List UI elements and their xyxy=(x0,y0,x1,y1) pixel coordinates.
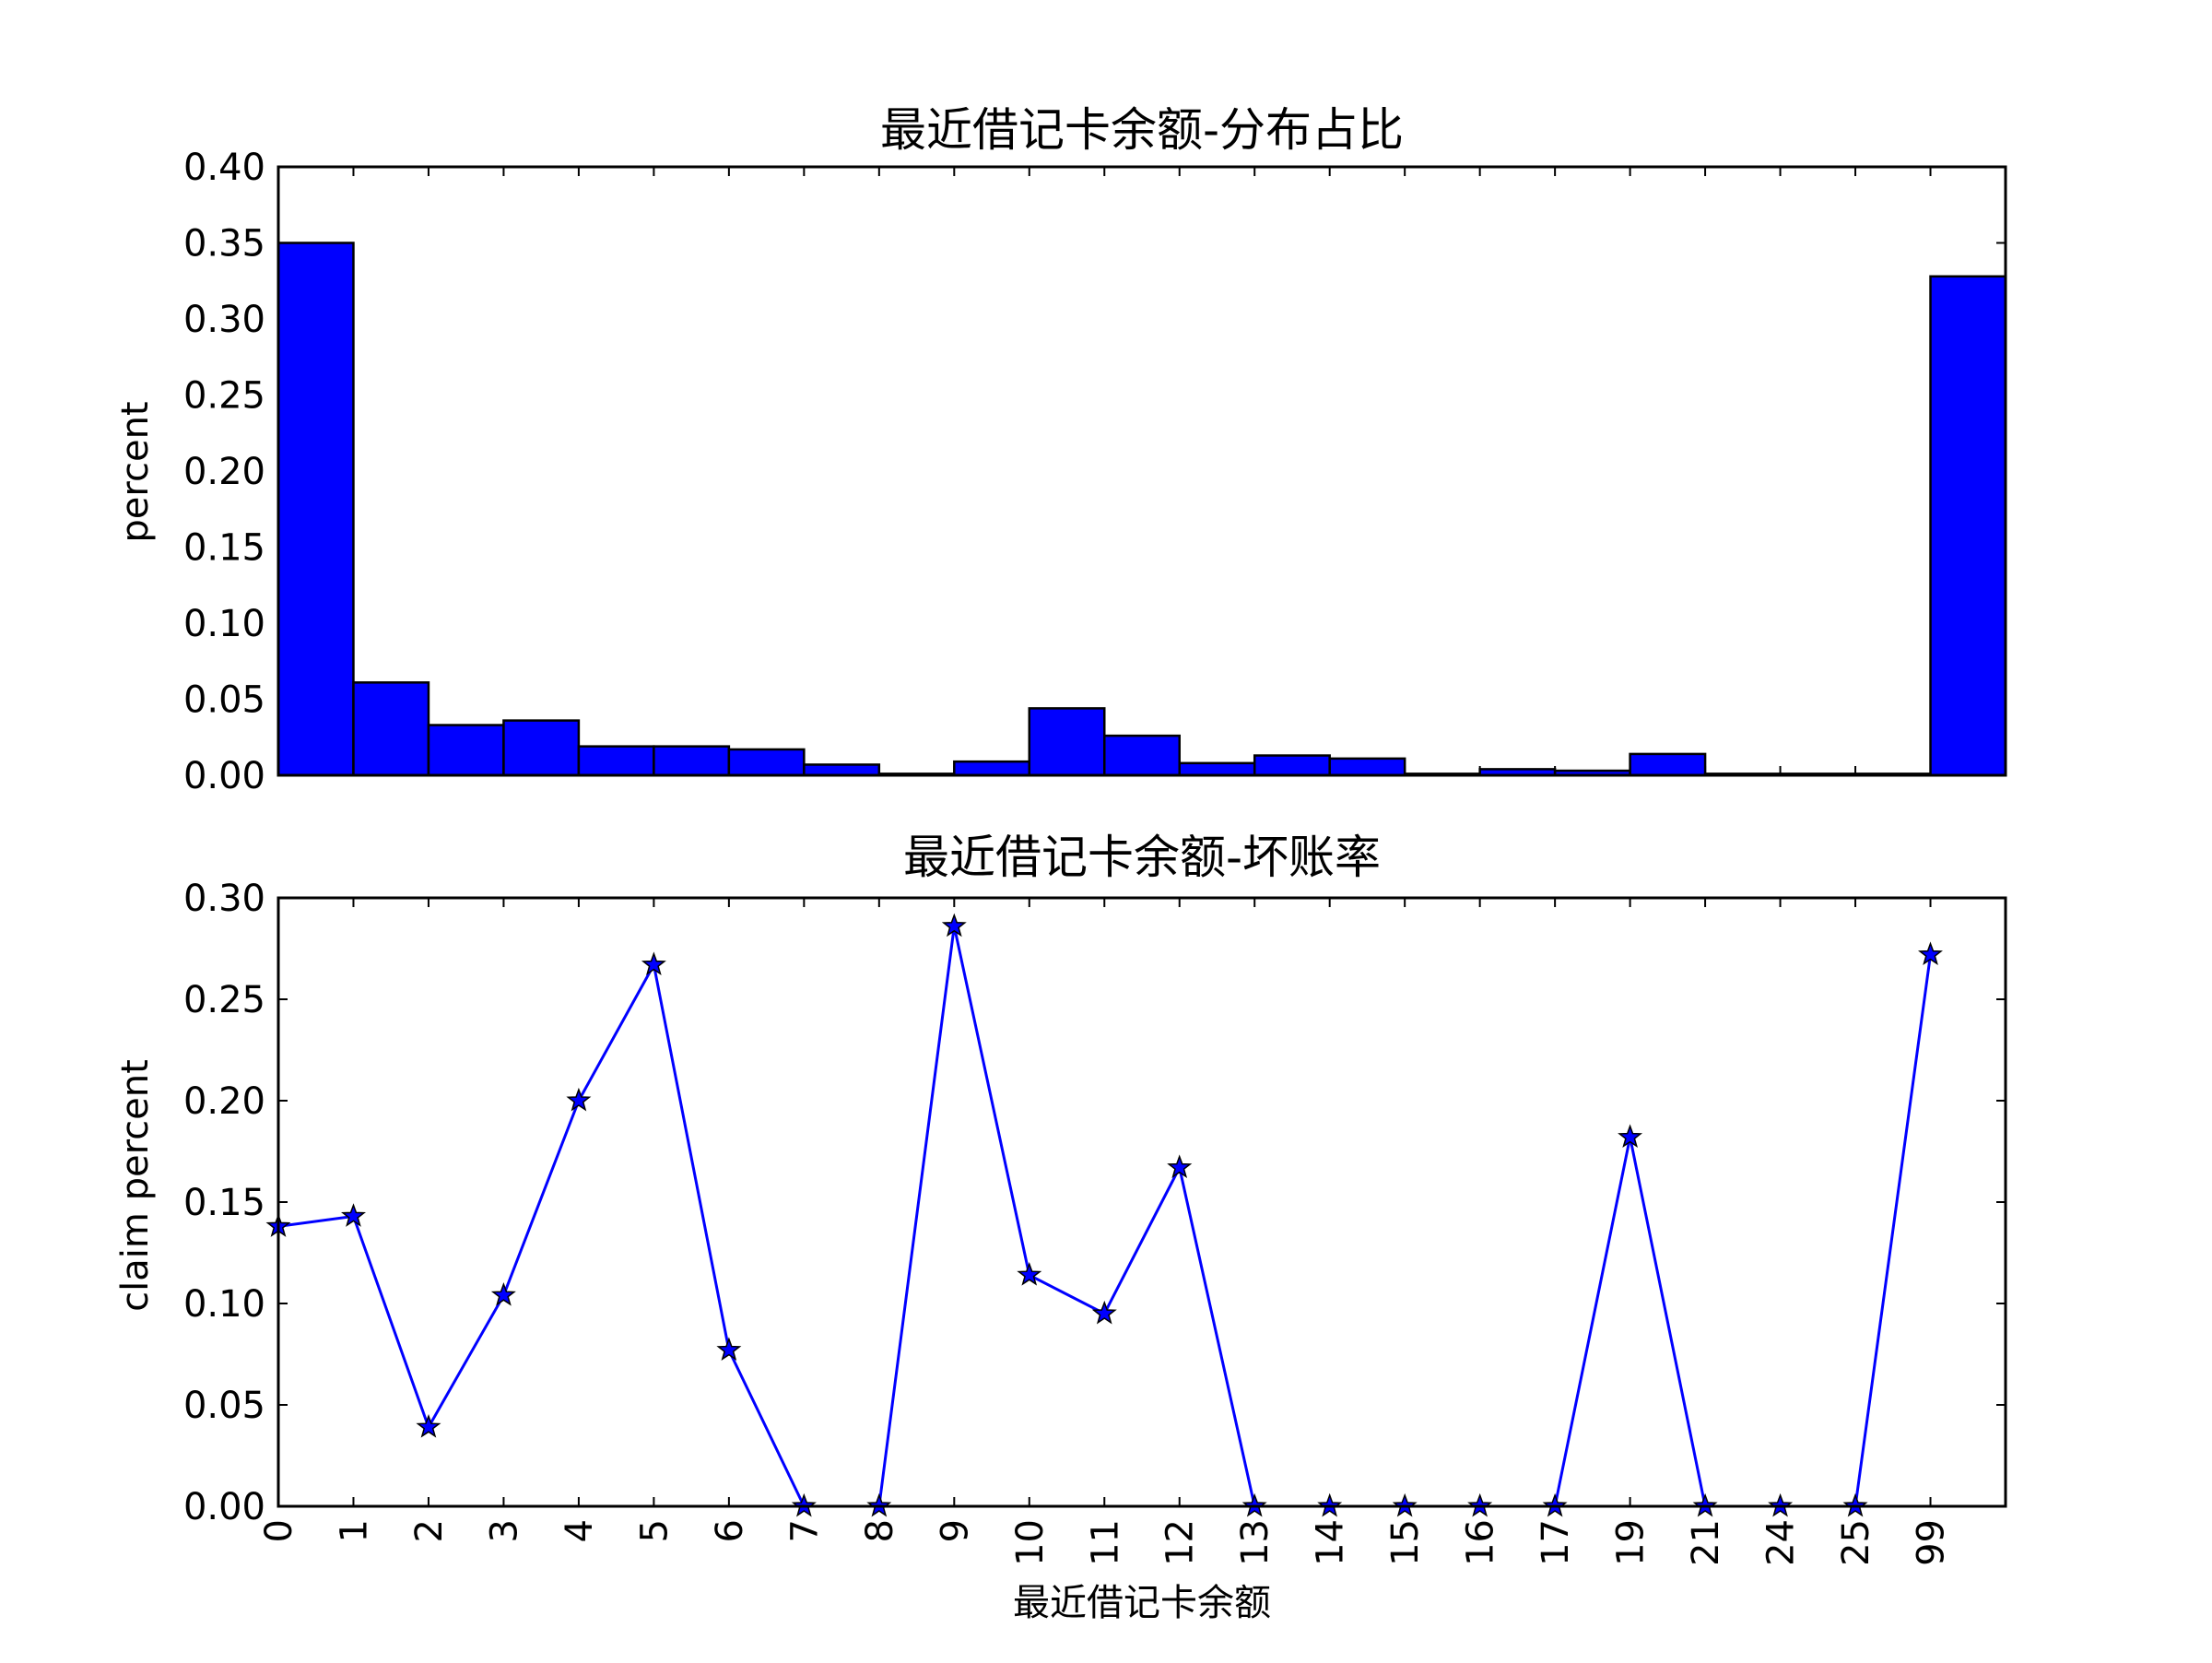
bottom-x-tick-label: 6 xyxy=(709,1519,751,1542)
claim-line xyxy=(277,926,1933,1508)
star-marker xyxy=(641,951,666,976)
top-y-tick-label: 0.10 xyxy=(183,603,265,645)
star-marker xyxy=(341,1203,366,1227)
bar xyxy=(1253,754,1331,777)
bottom-x-tick-label: 21 xyxy=(1685,1519,1727,1566)
bottom-x-tick-label: 7 xyxy=(783,1519,826,1542)
bottom-x-tick-label: 4 xyxy=(559,1519,601,1542)
bottom-x-tick-label: 3 xyxy=(483,1519,525,1542)
bar xyxy=(502,719,581,777)
bottom-x-tick-label: 25 xyxy=(1835,1519,1877,1566)
top-y-tick-label: 0.05 xyxy=(183,679,265,722)
bottom-x-tick-label: 0 xyxy=(258,1519,300,1542)
bottom-chart-title: 最近借记卡余额-坏账率 xyxy=(903,831,1381,884)
bottom-x-tick-label: 2 xyxy=(408,1519,451,1542)
bottom-line-chart: 0.000.050.100.150.200.250.300 1 2 3 4 5 6 7 8 9 10… xyxy=(183,878,2007,1566)
top-y-axis-label: percent xyxy=(114,401,157,542)
bottom-x-tick-label: 9 xyxy=(934,1519,976,1542)
star-marker xyxy=(1618,1124,1643,1149)
bottom-x-axis-label: 最近借记卡余额 xyxy=(1013,1582,1271,1624)
bottom-x-tick-label: 12 xyxy=(1159,1519,1202,1566)
star-marker xyxy=(566,1087,592,1112)
bottom-x-tick-label: 8 xyxy=(859,1519,901,1542)
top-y-tick-label: 0.40 xyxy=(183,147,265,189)
bar xyxy=(352,681,430,777)
top-plot-frame xyxy=(276,165,2007,777)
top-y-tick-label: 0.15 xyxy=(183,527,265,570)
bar xyxy=(427,724,505,777)
bar xyxy=(1103,734,1181,777)
bottom-x-tick-label: 13 xyxy=(1234,1519,1277,1566)
star-marker xyxy=(1918,941,1943,966)
bottom-y-tick-label: 0.15 xyxy=(183,1182,265,1224)
bar xyxy=(1629,752,1707,777)
bottom-x-tick-label: 19 xyxy=(1610,1519,1653,1566)
bottom-x-tick-label: 15 xyxy=(1384,1519,1427,1566)
bottom-plot-frame xyxy=(276,896,2007,1508)
top-bar-chart: 0.00 0.05 0.10 0.15 0.20 0.25 0.30 0.35 0.40 xyxy=(183,147,2007,797)
bottom-x-tick-label: 11 xyxy=(1084,1519,1126,1566)
star-marker xyxy=(1091,1300,1117,1325)
star-marker xyxy=(1167,1154,1193,1179)
top-y-tick-label: 0.35 xyxy=(183,223,265,265)
bottom-x-tick-label: 24 xyxy=(1760,1519,1803,1566)
bar xyxy=(803,763,881,777)
bar xyxy=(276,242,355,777)
bottom-y-axis-label: claim percent xyxy=(114,1059,157,1312)
star-marker xyxy=(941,913,967,938)
bar xyxy=(653,745,731,777)
bottom-y-tick-label: 0.25 xyxy=(183,979,265,1021)
bottom-x-tick-label: 16 xyxy=(1460,1519,1502,1566)
bottom-y-tick-label: 0.05 xyxy=(183,1385,265,1427)
bar xyxy=(577,745,655,777)
top-y-tick-label: 0.20 xyxy=(183,451,265,493)
star-marker xyxy=(490,1282,516,1306)
bar xyxy=(727,748,806,777)
bar xyxy=(1178,761,1256,777)
star-marker xyxy=(716,1337,742,1362)
bar xyxy=(1929,275,2007,777)
bottom-y-tick-label: 0.30 xyxy=(183,878,265,920)
star-marker xyxy=(416,1414,441,1438)
bar xyxy=(1328,757,1406,777)
bottom-x-tick-label: 14 xyxy=(1310,1519,1352,1566)
bottom-y-tick-label: 0.10 xyxy=(183,1283,265,1326)
bottom-x-tick-label: 99 xyxy=(1911,1519,1953,1566)
top-y-tick-label: 0.25 xyxy=(183,375,265,418)
bottom-x-tick-label: 1 xyxy=(333,1519,375,1542)
star-marker xyxy=(1017,1262,1042,1286)
bottom-y-tick-label: 0.00 xyxy=(183,1486,265,1528)
top-chart-title: 最近借记卡余额-分布占比 xyxy=(880,103,1404,157)
bottom-y-tick-label: 0.20 xyxy=(183,1080,265,1123)
bar xyxy=(1028,707,1106,777)
top-y-tick-label: 0.00 xyxy=(183,755,265,797)
top-y-tick-label: 0.30 xyxy=(183,299,265,341)
bar xyxy=(953,760,1031,777)
bottom-x-tick-label: 5 xyxy=(633,1519,676,1542)
bottom-x-tick-label: 17 xyxy=(1535,1519,1577,1566)
bottom-x-tick-label: 10 xyxy=(1009,1519,1052,1566)
